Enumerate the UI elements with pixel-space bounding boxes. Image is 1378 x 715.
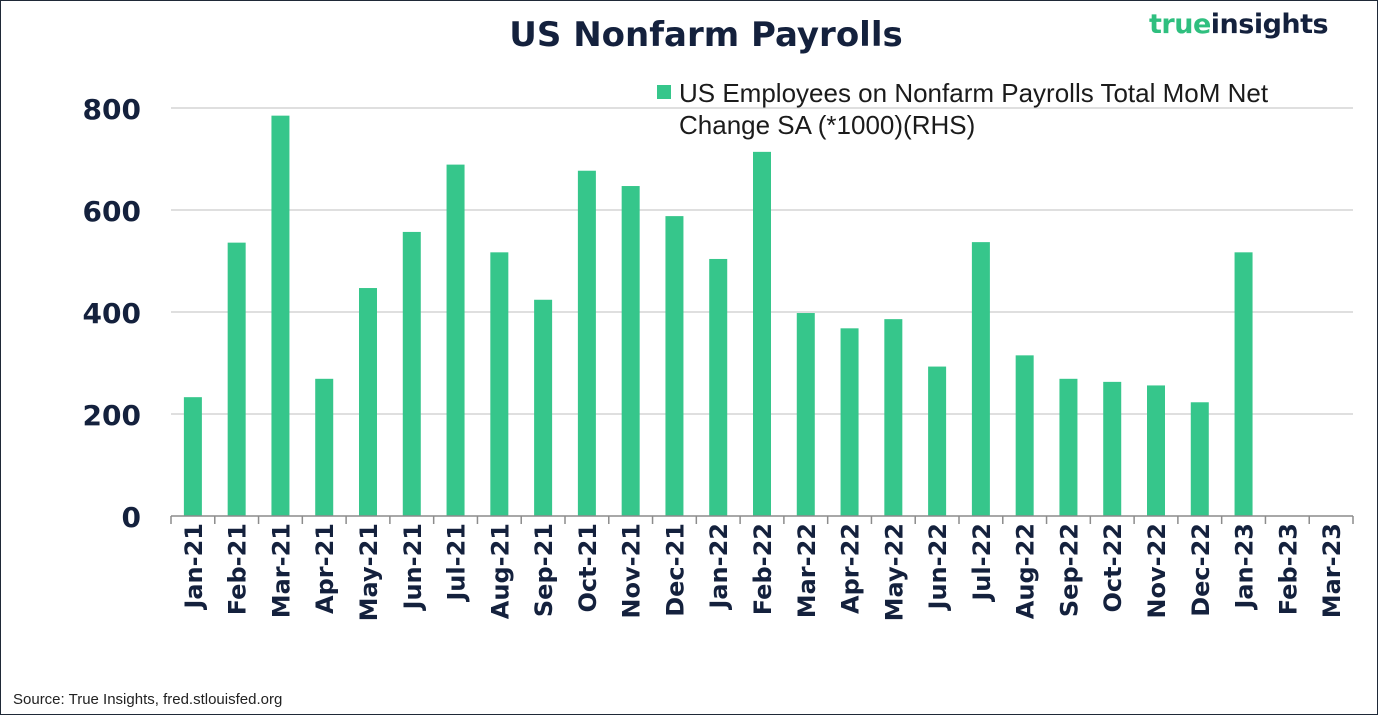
logo-word-true: true bbox=[1149, 9, 1211, 40]
legend-label: US Employees on Nonfarm Payrolls Total M… bbox=[679, 78, 1269, 140]
bar bbox=[446, 164, 465, 517]
x-tick-label: Aug-22 bbox=[1012, 523, 1040, 619]
bar bbox=[884, 319, 903, 516]
x-tick-label: Nov-22 bbox=[1143, 523, 1171, 619]
y-tick-label: 800 bbox=[83, 93, 141, 126]
bar bbox=[534, 299, 553, 516]
y-tick-label: 400 bbox=[83, 297, 141, 330]
x-tick-label: Sep-21 bbox=[530, 523, 558, 617]
x-tick-label: Oct-21 bbox=[574, 523, 602, 612]
x-tick-label: May-22 bbox=[880, 523, 908, 621]
chart-title: US Nonfarm Payrolls bbox=[509, 15, 903, 55]
bar bbox=[1015, 355, 1034, 516]
x-tick-label: Jan-22 bbox=[705, 523, 733, 611]
bar bbox=[402, 231, 421, 516]
bar bbox=[1147, 385, 1165, 516]
bar bbox=[227, 242, 246, 516]
bar bbox=[1103, 381, 1122, 516]
bar bbox=[796, 313, 815, 516]
x-tick-label: May-21 bbox=[355, 523, 383, 621]
x-tick-label: Dec-21 bbox=[661, 523, 689, 617]
x-tick-label: Sep-22 bbox=[1055, 523, 1083, 617]
bar bbox=[665, 216, 684, 516]
x-tick-label: Mar-21 bbox=[267, 523, 295, 618]
bar bbox=[1234, 252, 1253, 516]
bar bbox=[928, 366, 947, 516]
x-tick-label: Feb-21 bbox=[224, 523, 252, 615]
x-tick-label: Jun-22 bbox=[924, 523, 952, 611]
y-tick-label: 600 bbox=[83, 195, 141, 228]
x-tick-label: Dec-22 bbox=[1187, 523, 1215, 617]
bar bbox=[577, 170, 596, 517]
bar bbox=[753, 151, 771, 517]
x-tick-label: Apr-21 bbox=[311, 523, 339, 614]
bar bbox=[621, 186, 640, 516]
x-tick-label: Mar-22 bbox=[793, 523, 821, 618]
bar bbox=[709, 258, 728, 516]
x-tick-label: Jan-21 bbox=[180, 523, 208, 611]
x-tick-label: Feb-23 bbox=[1274, 523, 1302, 615]
x-tick-label: Oct-22 bbox=[1099, 523, 1127, 612]
x-tick-label: Jan-23 bbox=[1231, 523, 1259, 611]
legend-swatch bbox=[657, 85, 671, 99]
y-tick-label: 0 bbox=[122, 501, 141, 534]
bar bbox=[971, 242, 990, 516]
x-tick-label: Mar-23 bbox=[1318, 523, 1346, 618]
x-tick-label: Nov-21 bbox=[618, 523, 646, 619]
x-tick-label: Feb-22 bbox=[749, 523, 777, 615]
x-tick-label: Aug-21 bbox=[486, 523, 514, 619]
x-tick-label: Apr-22 bbox=[837, 523, 865, 614]
x-tick-label: Jul-22 bbox=[968, 523, 996, 603]
source-note: Source: True Insights, fred.stlouisfed.o… bbox=[13, 691, 283, 708]
bar bbox=[271, 115, 290, 517]
bar bbox=[840, 328, 859, 516]
bar bbox=[183, 397, 202, 516]
x-tick-label: Jun-21 bbox=[399, 523, 427, 611]
bar bbox=[359, 288, 377, 516]
x-tick-label: Jul-21 bbox=[443, 523, 471, 603]
bar bbox=[1190, 402, 1209, 516]
logo-word-insights: insights bbox=[1210, 9, 1329, 40]
bar bbox=[490, 252, 509, 516]
brand-logo: trueinsights bbox=[1149, 9, 1329, 40]
bar bbox=[1059, 378, 1078, 516]
bar bbox=[315, 378, 334, 516]
y-tick-label: 200 bbox=[83, 399, 141, 432]
